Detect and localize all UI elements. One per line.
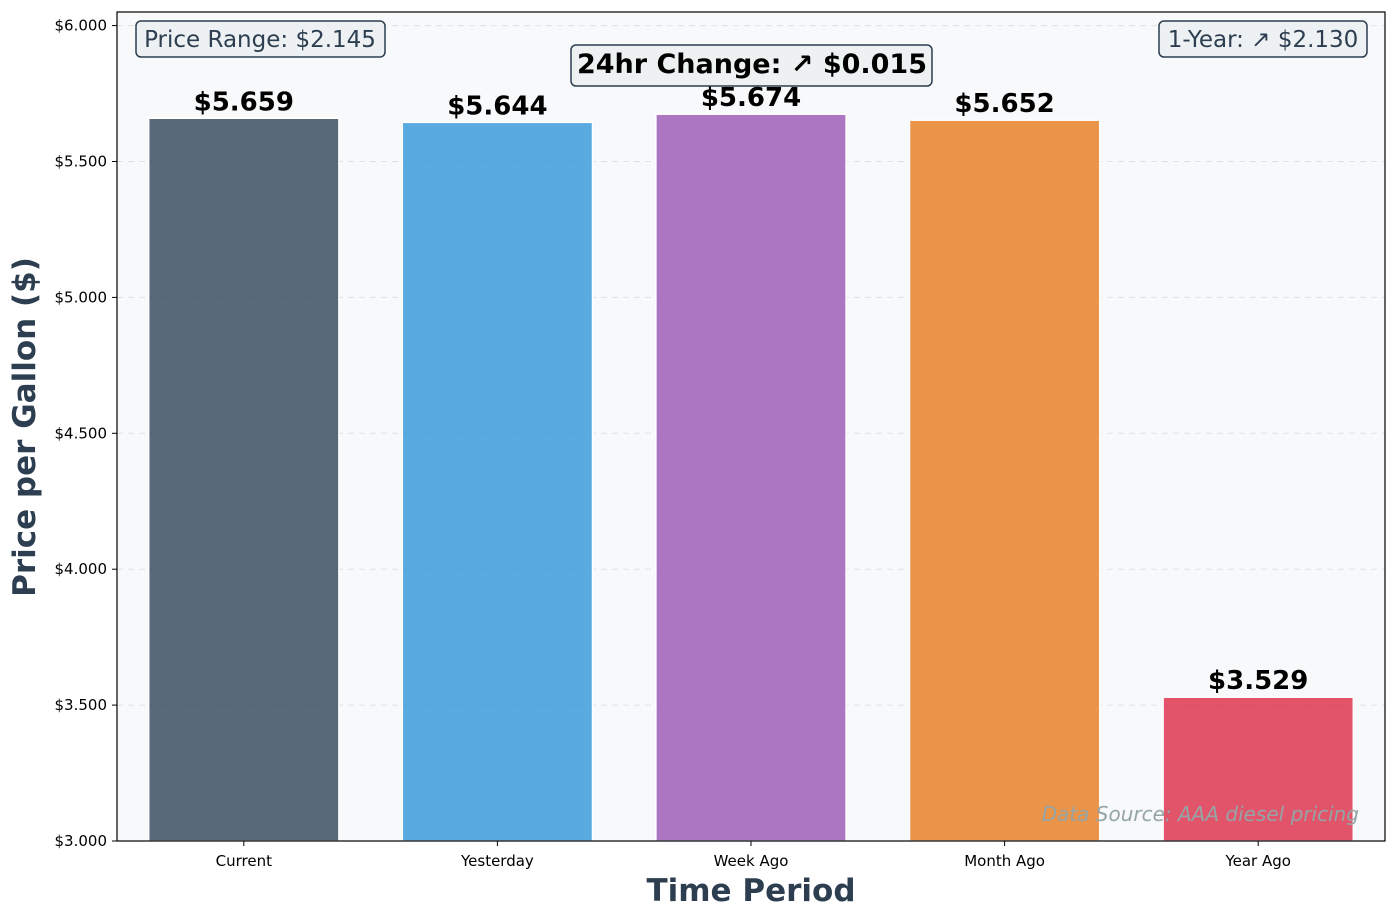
one-year-change-annotation: 1-Year: ↗ $2.130	[1158, 20, 1368, 58]
data-source-note: Data Source: AAA diesel pricing	[1042, 802, 1359, 826]
x-axis-title: Time Period	[646, 873, 855, 909]
bar-year-ago	[1162, 696, 1355, 842]
y-tick-label: $3.000	[55, 832, 108, 850]
bar-week-ago	[655, 113, 847, 842]
y-axis-ticks: $3.000 $3.500 $4.000 $4.500 $5.000 $5.500 $6.0…	[55, 17, 117, 850]
bar-value-label: $5.652	[954, 89, 1054, 119]
bar-value-label: $3.529	[1208, 666, 1308, 696]
y-axis-title: Price per Gallon ($)	[7, 257, 43, 597]
y-tick-label: $5.500	[55, 152, 108, 170]
price-range-annotation: Price Range: $2.145	[135, 20, 386, 58]
bar-month-ago	[908, 119, 1101, 842]
x-tick-label: Year Ago	[1224, 852, 1291, 870]
bar-current	[147, 117, 340, 842]
one-year-change-text: 1-Year: ↗ $2.130	[1168, 27, 1359, 53]
daily-change-text: 24hr Change: ↗ $0.015	[577, 49, 927, 80]
bar-value-label: $5.659	[194, 87, 294, 117]
price-range-text: Price Range: $2.145	[144, 27, 376, 53]
x-tick-label: Yesterday	[460, 852, 534, 870]
bar-value-label: $5.644	[447, 91, 547, 121]
bar-value-labels: $5.659 $5.644 $5.674 $5.652 $3.529	[194, 83, 1309, 696]
x-tick-label: Week Ago	[714, 852, 789, 870]
y-tick-label: $4.500	[55, 424, 108, 442]
daily-change-annotation: 24hr Change: ↗ $0.015	[570, 44, 933, 87]
x-axis-ticks: Current Yesterday Week Ago Month Ago Year Ag…	[216, 841, 1291, 870]
bar-yesterday	[401, 121, 594, 842]
y-tick-label: $3.500	[55, 696, 108, 714]
bars	[147, 113, 1355, 842]
x-tick-label: Month Ago	[964, 852, 1045, 870]
x-tick-label: Current	[216, 852, 272, 870]
y-tick-label: $4.000	[55, 560, 108, 578]
y-tick-label: $5.000	[55, 288, 108, 306]
y-tick-label: $6.000	[55, 17, 108, 35]
bar-value-label: $5.674	[701, 83, 801, 113]
